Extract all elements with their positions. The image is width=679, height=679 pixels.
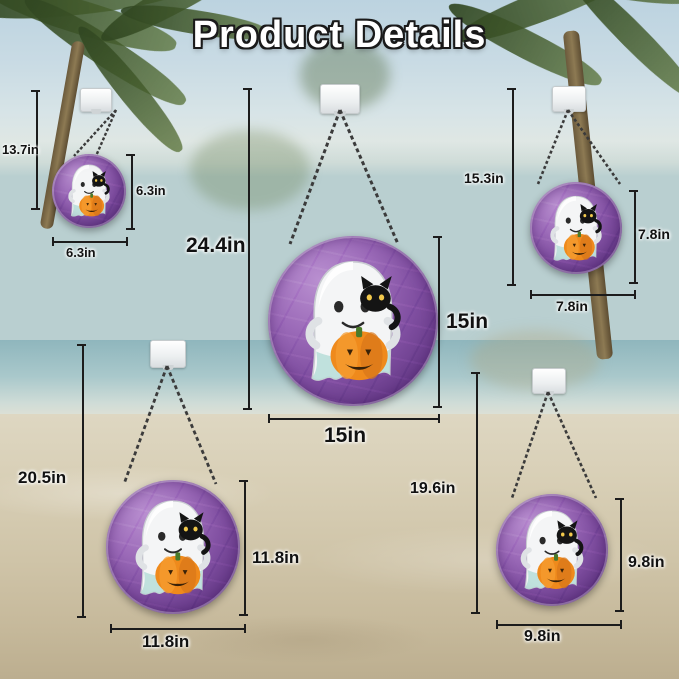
disc-rim [268,236,438,406]
suncatcher-disc [530,182,622,274]
measure-label-total-height-medium: 19.6in [410,480,456,497]
hanging-chain [272,108,432,248]
measure-cap-diam-top-medium [615,498,624,500]
measure-cap-top-medium [471,372,480,374]
measure-line-width-large [110,628,244,630]
measure-cap-diam-top-medium-small [629,190,638,192]
measure-cap-diam-top-large [239,480,248,482]
measure-cap-bottom-small [31,208,40,210]
measure-label-width-medium: 9.8in [524,628,561,645]
measure-label-total-height-xlarge: 24.4in [186,234,246,257]
measure-line-diameter-small [131,154,133,228]
measure-cap-top-small [31,90,40,92]
measure-cap-w-left-medium-small [530,290,532,299]
product-unit-xlarge [258,84,448,406]
measure-line-total-height-medium [476,372,478,612]
suncatcher-disc [106,480,240,614]
measure-cap-bottom-medium-small [507,284,516,286]
measure-cap-w-left-small [52,237,54,246]
measure-label-diameter-medium-small: 7.8in [638,226,670,242]
measure-cap-diam-bottom-small [126,228,135,230]
measure-line-diameter-medium-small [634,190,636,282]
measure-cap-bottom-large [77,616,86,618]
measure-cap-top-xlarge [243,88,252,90]
background-bokeh-2 [190,130,310,210]
measure-label-width-xlarge: 15in [324,424,367,447]
measure-cap-diam-bottom-medium-small [629,282,638,284]
disc-rim [106,480,240,614]
measure-line-total-height-small [36,90,38,208]
measure-line-width-xlarge [268,418,438,420]
measure-line-width-small [52,241,126,243]
suncatcher-disc [52,154,126,228]
product-unit-medium [496,368,650,618]
disc-rim [496,494,608,606]
measure-cap-w-left-large [110,624,112,633]
measure-line-diameter-xlarge [438,236,440,406]
measure-cap-w-right-xlarge [438,414,440,423]
measure-line-diameter-large [244,480,246,614]
measure-cap-w-right-small [126,237,128,246]
adhesive-hook [80,88,112,112]
measure-line-width-medium [496,624,620,626]
product-unit-medium-small [524,86,654,274]
product-unit-large [104,340,284,620]
measure-cap-top-large [77,344,86,346]
hanging-chain [532,108,642,188]
hanging-chain [504,390,634,502]
measure-cap-bottom-medium [471,612,480,614]
measure-label-diameter-small: 6.3in [136,183,166,198]
measure-label-total-height-medium-small: 15.3in [464,170,504,186]
measure-line-diameter-medium [620,498,622,610]
measure-line-total-height-xlarge [248,88,250,408]
measure-line-total-height-large [82,344,84,616]
measure-line-total-height-medium-small [512,88,514,284]
measure-cap-w-right-large [244,624,246,633]
hanging-chain [66,108,126,158]
measure-label-total-height-small: 13.7in [2,142,39,157]
measure-cap-diam-bottom-medium [615,610,624,612]
measure-cap-w-right-medium-small [634,290,636,299]
measure-cap-diam-top-xlarge [433,236,442,238]
measure-line-width-medium-small [530,294,634,296]
measure-label-diameter-large: 11.8in [252,548,300,567]
disc-rim [530,182,622,274]
adhesive-hook [150,340,186,368]
measure-cap-diam-bottom-xlarge [433,406,442,408]
measure-cap-top-medium-small [507,88,516,90]
measure-label-width-large: 11.8in [142,632,190,651]
measure-cap-w-left-xlarge [268,414,270,423]
product-unit-small [44,88,174,248]
page-title: Product Details [192,14,487,56]
measure-label-width-small: 6.3in [66,245,96,260]
measure-cap-diam-top-small [126,154,135,156]
measure-cap-w-right-medium [620,620,622,629]
measure-cap-bottom-xlarge [243,408,252,410]
suncatcher-disc [496,494,608,606]
measure-cap-diam-bottom-large [239,614,248,616]
disc-rim [52,154,126,228]
hanging-chain [112,364,252,488]
measure-label-width-medium-small: 7.8in [556,298,588,314]
suncatcher-disc [268,236,438,406]
measure-label-diameter-xlarge: 15in [446,310,489,333]
measure-label-total-height-large: 20.5in [18,468,67,487]
measure-cap-w-left-medium [496,620,498,629]
measure-label-diameter-medium: 9.8in [628,554,665,571]
